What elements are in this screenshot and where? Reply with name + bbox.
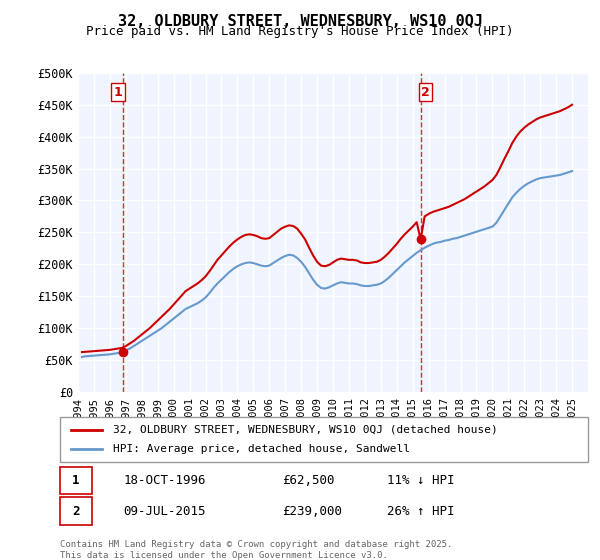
Text: Price paid vs. HM Land Registry's House Price Index (HPI): Price paid vs. HM Land Registry's House …: [86, 25, 514, 38]
Text: 09-JUL-2015: 09-JUL-2015: [124, 505, 206, 518]
FancyBboxPatch shape: [60, 497, 92, 525]
Text: 11% ↓ HPI: 11% ↓ HPI: [388, 474, 455, 487]
Text: HPI: Average price, detached house, Sandwell: HPI: Average price, detached house, Sand…: [113, 445, 410, 455]
Text: 32, OLDBURY STREET, WEDNESBURY, WS10 0QJ (detached house): 32, OLDBURY STREET, WEDNESBURY, WS10 0QJ…: [113, 424, 497, 435]
Text: £62,500: £62,500: [282, 474, 334, 487]
Text: £239,000: £239,000: [282, 505, 342, 518]
Text: 1: 1: [113, 86, 122, 99]
Text: 2: 2: [421, 86, 430, 99]
Text: 2: 2: [72, 505, 80, 518]
Text: 18-OCT-1996: 18-OCT-1996: [124, 474, 206, 487]
Text: 32, OLDBURY STREET, WEDNESBURY, WS10 0QJ: 32, OLDBURY STREET, WEDNESBURY, WS10 0QJ: [118, 14, 482, 29]
Text: 1: 1: [72, 474, 80, 487]
FancyBboxPatch shape: [60, 466, 92, 494]
Text: 26% ↑ HPI: 26% ↑ HPI: [388, 505, 455, 518]
FancyBboxPatch shape: [60, 417, 588, 462]
Text: Contains HM Land Registry data © Crown copyright and database right 2025.
This d: Contains HM Land Registry data © Crown c…: [60, 540, 452, 560]
